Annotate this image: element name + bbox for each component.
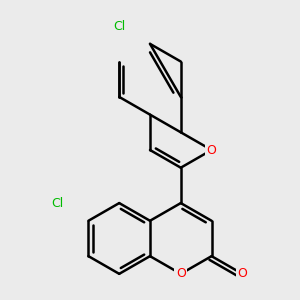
Text: O: O	[207, 143, 217, 157]
Text: O: O	[176, 267, 186, 280]
Text: O: O	[237, 267, 247, 280]
Text: Cl: Cl	[113, 20, 125, 33]
Text: Cl: Cl	[52, 196, 64, 210]
